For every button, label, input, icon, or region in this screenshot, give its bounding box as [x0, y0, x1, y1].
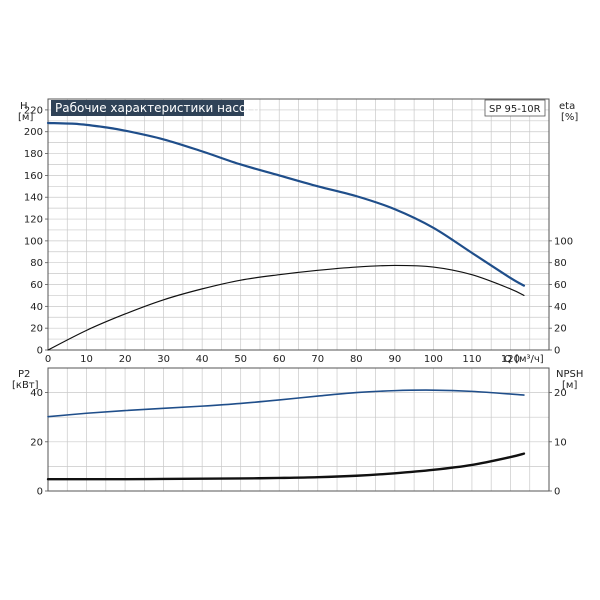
- npsh-axis-label: NPSH: [556, 369, 583, 380]
- x-tick-label: 90: [388, 354, 401, 365]
- bottom-right-tick-label: 10: [554, 437, 567, 448]
- head-axis-unit: [м]: [18, 112, 33, 123]
- bottom-right-tick-label: 20: [554, 388, 567, 399]
- bottom-plot-frame: [47, 367, 550, 492]
- head-axis-label: H: [20, 101, 28, 112]
- top-left-tick-label: 20: [30, 324, 43, 335]
- eta-axis-unit: [%]: [561, 112, 578, 123]
- head-curve: [46, 121, 526, 287]
- top-left-tick-label: 40: [30, 302, 43, 313]
- top-right-tick-label: 20: [554, 324, 567, 335]
- top-left-tick-label: 200: [24, 127, 43, 138]
- top-plot-frame: [47, 98, 550, 351]
- x-tick-label: 0: [45, 354, 51, 365]
- top-right-tick-label: 40: [554, 302, 567, 313]
- eta-axis-label: eta: [559, 101, 575, 112]
- model-label-box: [484, 99, 546, 117]
- x-tick-label: 30: [157, 354, 170, 365]
- top-plot-series: [46, 121, 526, 351]
- x-tick-label: 80: [350, 354, 363, 365]
- top-left-tick-label: 80: [30, 258, 43, 269]
- model-label: SP 95-10R: [489, 104, 541, 115]
- top-left-tick-label: 120: [24, 215, 43, 226]
- power-axis-label: P2: [18, 369, 30, 380]
- top-left-tick-label: 100: [24, 236, 43, 247]
- x-tick-label: 40: [196, 354, 209, 365]
- top-plot-ticks: 0204060801001201401601802002200204060801…: [24, 105, 573, 365]
- npsh-axis-unit: [м]: [562, 380, 577, 391]
- flow-axis-label: Q [м³/ч]: [504, 354, 544, 365]
- bottom-left-tick-label: 0: [37, 487, 43, 498]
- efficiency-curve: [47, 264, 525, 351]
- power_p2-curve: [47, 389, 525, 418]
- x-tick-label: 70: [311, 354, 324, 365]
- bottom-right-tick-label: 0: [554, 487, 560, 498]
- top-left-tick-label: 140: [24, 193, 43, 204]
- npsh-curve: [46, 452, 526, 481]
- top-left-tick-label: 220: [24, 105, 43, 116]
- top-left-tick-label: 60: [30, 280, 43, 291]
- bottom-left-tick-label: 40: [30, 388, 43, 399]
- top-left-tick-label: 180: [24, 149, 43, 160]
- bottom-plot-grid: [48, 368, 549, 491]
- x-tick-label: 120: [501, 354, 520, 365]
- x-tick-label: 10: [80, 354, 93, 365]
- chart-title: Рабочие характеристики насоса: [55, 101, 260, 115]
- chart-title-box: [51, 100, 244, 116]
- top-right-tick-label: 80: [554, 258, 567, 269]
- bottom-plot-series: [46, 389, 526, 481]
- top-right-tick-label: 100: [554, 236, 573, 247]
- x-tick-label: 110: [462, 354, 481, 365]
- x-tick-label: 50: [234, 354, 247, 365]
- bottom-plot-ticks: 0 20 40 0 10 20: [30, 388, 566, 497]
- top-right-tick-label: 0: [554, 346, 560, 357]
- power-axis-unit: [кВт]: [12, 380, 39, 391]
- bottom-left-tick-label: 20: [30, 437, 43, 448]
- top-plot-grid: [48, 99, 549, 350]
- top-left-tick-label: 160: [24, 171, 43, 182]
- top-left-tick-label: 0: [37, 346, 43, 357]
- x-tick-label: 100: [424, 354, 443, 365]
- top-right-tick-label: 60: [554, 280, 567, 291]
- x-tick-label: 20: [119, 354, 132, 365]
- x-tick-label: 60: [273, 354, 286, 365]
